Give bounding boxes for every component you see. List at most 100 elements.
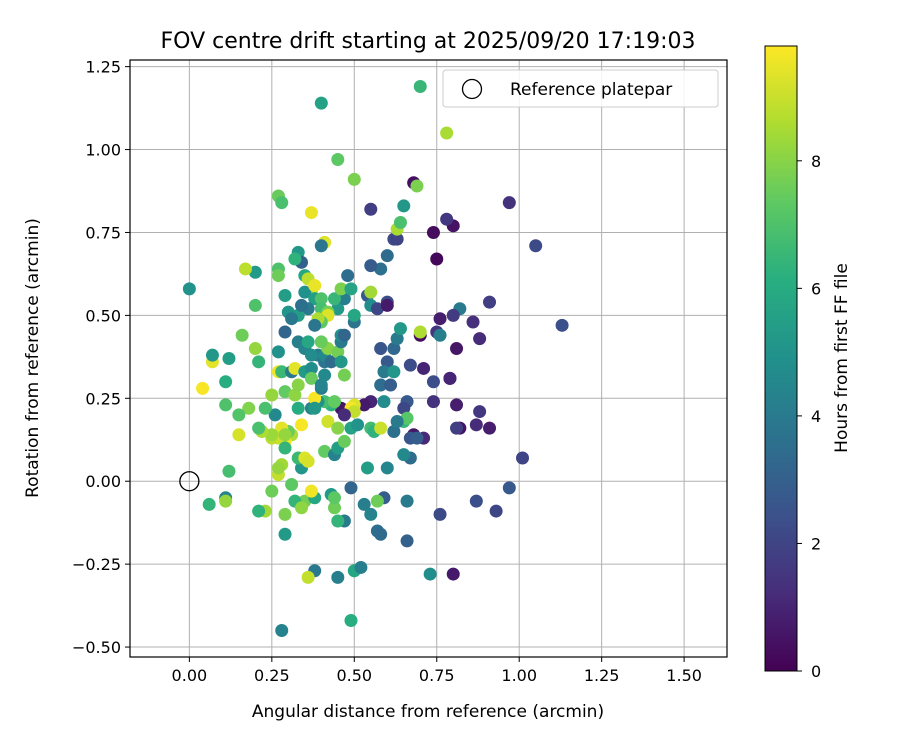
data-point	[380, 461, 394, 475]
data-point	[275, 623, 289, 637]
data-point	[258, 401, 272, 415]
data-point	[364, 259, 378, 273]
data-point	[344, 481, 358, 495]
data-point	[327, 501, 341, 515]
data-point	[410, 431, 424, 445]
x-tick-label: 1.25	[584, 666, 620, 685]
data-point	[301, 335, 315, 349]
legend: Reference platepar	[442, 69, 719, 108]
data-point	[252, 355, 266, 369]
data-point	[380, 298, 394, 312]
data-point	[252, 504, 266, 518]
legend-box	[442, 69, 719, 108]
data-point	[219, 494, 233, 508]
data-point	[410, 179, 424, 193]
data-point	[374, 342, 388, 356]
data-point	[483, 295, 497, 309]
data-point	[248, 342, 262, 356]
data-point	[304, 371, 318, 385]
data-point	[222, 352, 236, 365]
data-point	[374, 527, 388, 541]
data-point	[268, 408, 282, 422]
data-point	[304, 348, 318, 362]
data-point	[397, 199, 411, 213]
colorbar-tick-label: 2	[811, 534, 821, 553]
data-point	[288, 361, 302, 375]
data-point	[331, 421, 345, 435]
data-point	[433, 328, 447, 342]
data-point	[364, 285, 378, 299]
data-point	[393, 322, 407, 336]
data-point	[433, 312, 447, 326]
data-point	[232, 408, 246, 422]
data-point	[318, 444, 332, 458]
data-point	[278, 441, 292, 455]
data-point	[278, 385, 292, 399]
y-tick-label: 1.00	[85, 141, 121, 160]
data-point	[285, 478, 299, 492]
data-point	[347, 405, 361, 419]
data-point	[337, 328, 351, 342]
x-tick-label: 0.75	[419, 666, 455, 685]
data-point	[314, 335, 328, 349]
data-point	[278, 325, 292, 339]
x-tick-label: 1.00	[501, 666, 537, 685]
legend-reference-marker	[461, 78, 483, 100]
data-point	[354, 560, 368, 574]
data-point	[278, 527, 292, 541]
data-point	[466, 315, 480, 329]
data-point	[182, 282, 196, 296]
data-point	[374, 378, 388, 392]
data-point	[308, 318, 322, 332]
data-point	[295, 418, 309, 432]
data-point	[196, 381, 210, 395]
data-point	[426, 375, 440, 389]
data-point	[314, 378, 328, 392]
colorbar-ticks: 0 2 4 6 8	[797, 152, 821, 681]
data-point	[426, 225, 440, 239]
data-point	[390, 415, 404, 429]
data-point	[516, 451, 530, 465]
data-point	[298, 285, 312, 299]
data-point	[331, 345, 345, 359]
chart-title: FOV centre drift starting at 2025/09/20 …	[161, 29, 696, 54]
data-point	[271, 461, 285, 475]
x-axis: 0.00 0.25 0.50 0.75 1.00 1.25 1.50	[172, 657, 702, 685]
data-point	[529, 239, 543, 253]
data-point	[400, 411, 414, 425]
data-point	[430, 252, 444, 266]
data-point	[275, 196, 289, 210]
data-point	[384, 378, 398, 392]
y-tick-label: 1.25	[85, 58, 121, 77]
data-point	[370, 302, 384, 316]
data-point	[387, 342, 401, 356]
data-point	[443, 371, 457, 385]
data-point	[314, 292, 328, 306]
data-point	[295, 501, 309, 515]
data-point	[337, 434, 351, 448]
data-point	[403, 358, 417, 372]
data-point	[205, 348, 219, 362]
colorbar-tick-label: 4	[811, 407, 821, 426]
data-point	[222, 464, 236, 478]
data-point	[334, 282, 348, 296]
x-tick-label: 1.50	[666, 666, 702, 685]
data-point	[304, 484, 318, 498]
data-point	[374, 421, 388, 435]
colorbar-gradient	[764, 45, 798, 672]
data-point	[364, 202, 378, 216]
data-point	[308, 279, 322, 293]
y-axis: −0.50 −0.25 0.00 0.25 0.50 0.75 1.00 1.25	[72, 58, 130, 657]
data-point	[397, 401, 411, 415]
data-point	[344, 614, 358, 628]
data-point	[400, 534, 414, 548]
data-point	[387, 424, 401, 438]
data-point	[331, 302, 345, 316]
data-point	[265, 428, 279, 442]
data-point	[423, 567, 437, 581]
reference-platepar-marker	[179, 471, 200, 492]
data-point	[555, 318, 569, 332]
data-point	[413, 80, 427, 94]
data-point	[357, 497, 371, 511]
data-point	[295, 298, 309, 312]
